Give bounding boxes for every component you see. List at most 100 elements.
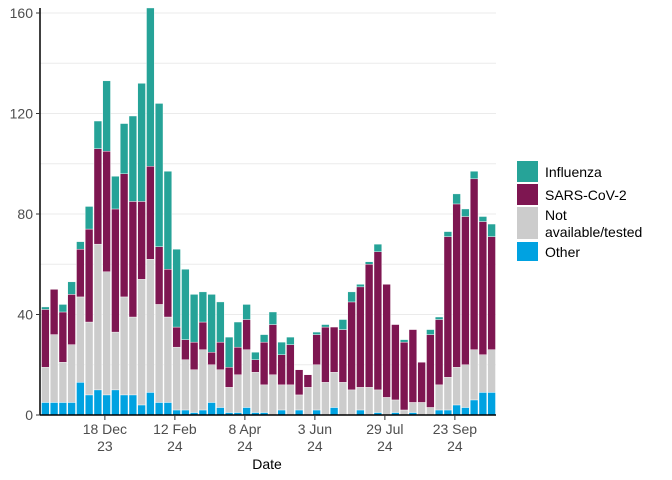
bar-not-available-tested [225,387,234,413]
bar-not-available-tested [277,384,286,411]
bar-influenza [347,291,356,303]
bar-other [128,394,137,416]
bar-sars-cov-2 [426,334,435,408]
bar-influenza [93,120,102,149]
bar-other [470,399,479,416]
y-tick-label: 0 [25,407,33,423]
legend-label: Other [545,244,580,260]
legend-swatch [517,242,538,261]
bar-other [312,409,321,416]
bar-not-available-tested [391,399,400,413]
bar-influenza [198,291,207,323]
bar-influenza [487,223,496,237]
bar-other [277,409,286,416]
bar-influenza [207,294,216,353]
bar-not-available-tested [233,374,242,413]
bar-influenza [225,336,234,368]
bar-not-available-tested [102,271,111,396]
bar-sars-cov-2 [233,346,242,376]
bar-other [146,392,155,416]
x-tick-label: 29 Jul [366,421,403,437]
y-tick-label: 160 [10,5,34,21]
bar-sars-cov-2 [93,148,102,245]
bar-sars-cov-2 [321,326,330,383]
bar-influenza [41,306,50,310]
bar-sars-cov-2 [312,334,321,365]
bar-other [356,409,365,416]
bar-influenza [321,324,330,328]
bar-influenza [137,83,146,202]
bar-sars-cov-2 [268,324,277,375]
x-tick-label: 8 Apr [229,421,262,437]
bar-sars-cov-2 [85,228,94,323]
bars [41,7,496,416]
bar-not-available-tested [190,369,199,413]
bar-not-available-tested [461,364,470,408]
bar-sars-cov-2 [102,150,111,272]
bar-sars-cov-2 [163,269,172,318]
bar-influenza [443,231,452,237]
x-tick-label: 18 Dec [83,421,127,437]
bar-influenza [120,123,129,175]
bar-influenza [277,341,286,355]
bar-sars-cov-2 [443,236,452,378]
x-tick-label: 12 Feb [153,421,197,437]
bar-sars-cov-2 [452,203,461,368]
x-tick-label-year: 24 [237,438,253,454]
bar-sars-cov-2 [373,251,382,391]
bar-other [102,394,111,416]
bar-influenza [286,336,295,345]
bar-not-available-tested [365,387,374,416]
bar-sars-cov-2 [50,289,59,335]
bar-sars-cov-2 [356,286,365,388]
bar-not-available-tested [382,397,391,416]
bar-influenza [111,176,120,210]
bar-other [216,407,225,416]
bar-sars-cov-2 [242,319,251,350]
legend-swatch [517,207,538,239]
bar-not-available-tested [41,367,50,403]
bar-sars-cov-2 [198,321,207,350]
y-tick-label: 40 [17,307,33,323]
bar-not-available-tested [347,389,356,416]
bar-influenza [338,319,347,330]
bar-influenza [155,103,164,247]
bar-not-available-tested [242,349,251,408]
bar-not-available-tested [50,334,59,403]
bar-other [330,407,339,416]
bar-sars-cov-2 [295,369,304,396]
bar-other [155,402,164,416]
bar-sars-cov-2 [172,326,181,348]
bar-influenza [181,269,190,340]
bar-sars-cov-2 [181,339,190,360]
bar-not-available-tested [356,387,365,411]
bar-other [111,389,120,416]
bar-other [58,402,67,416]
bar-influenza [470,171,479,180]
bar-sars-cov-2 [365,264,374,388]
bar-not-available-tested [216,369,225,408]
bar-other [67,402,76,416]
bar-not-available-tested [435,384,444,411]
bar-not-available-tested [93,243,102,391]
bar-not-available-tested [172,346,181,411]
bar-sars-cov-2 [216,341,225,370]
x-tick-label-year: 24 [307,438,323,454]
bar-not-available-tested [85,321,94,396]
x-axis-title: Date [252,456,282,472]
bar-sars-cov-2 [461,216,470,365]
bar-influenza [242,304,251,320]
bar-influenza [85,206,94,230]
bar-influenza [76,241,85,250]
x-tick-label-year: 24 [377,438,393,454]
bar-influenza [400,339,409,343]
bar-not-available-tested [470,349,479,401]
x-tick-label: 23 Sep [433,421,478,437]
bar-sars-cov-2 [120,173,129,298]
bar-not-available-tested [251,372,260,413]
bar-influenza [268,311,277,325]
legend-swatch [517,161,538,182]
bar-other [41,402,50,416]
bar-influenza [356,284,365,288]
